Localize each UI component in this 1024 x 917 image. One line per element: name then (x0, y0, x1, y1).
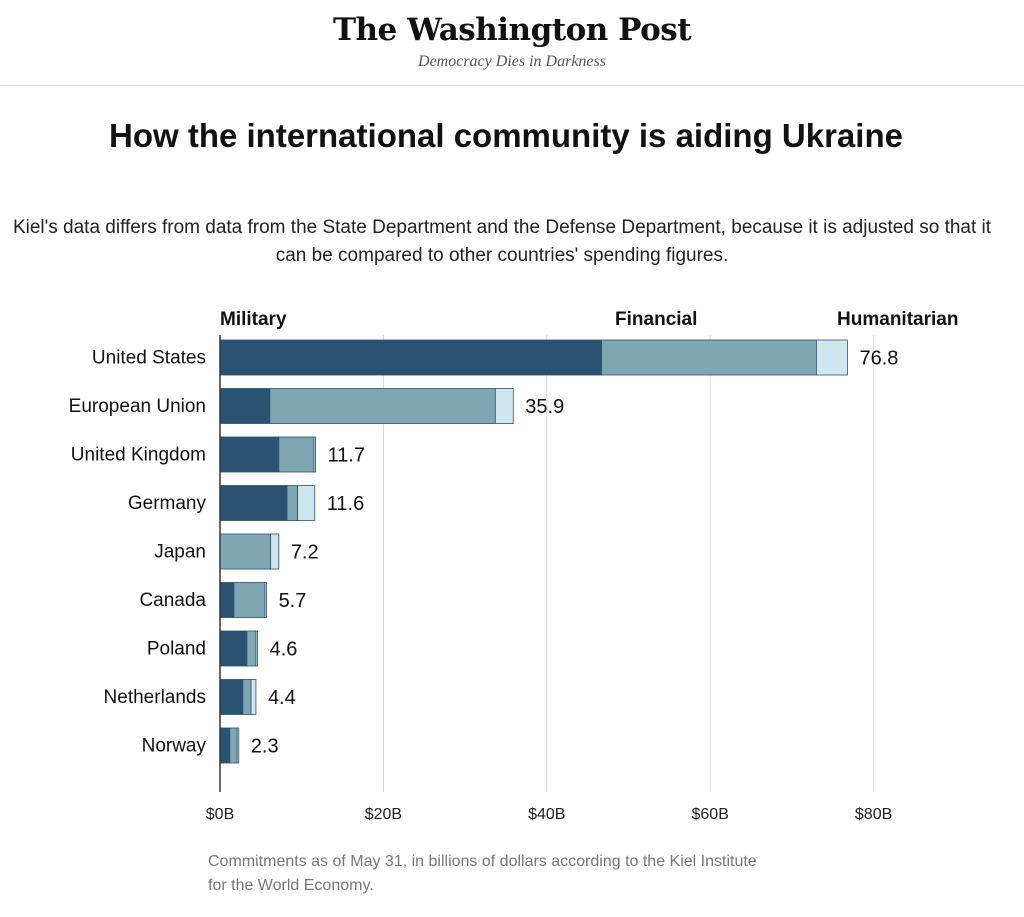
category-label: Germany (128, 493, 207, 514)
bar-segment-humanitarian (264, 582, 267, 618)
bar-segment-military (219, 679, 244, 715)
bar-segment-military (219, 388, 271, 424)
category-label: Japan (154, 542, 206, 563)
category-label: Poland (147, 639, 206, 660)
bar-segment-humanitarian (313, 436, 316, 473)
total-value-label: 2.3 (251, 736, 279, 758)
bar-segment-humanitarian (494, 388, 514, 424)
total-value-label: 4.6 (270, 639, 298, 661)
total-value-label: 5.7 (279, 590, 307, 612)
x-tick-label: $60B (692, 806, 729, 823)
masthead: The Washington Post Democracy Dies in Da… (0, 0, 1024, 86)
category-label: Netherlands (104, 687, 206, 708)
bar-segment-financial (278, 436, 315, 473)
x-tick-label: $40B (528, 806, 565, 823)
bar-segment-financial (601, 339, 817, 376)
chart-title: How the international community is aidin… (109, 117, 903, 154)
bar-segment-financial (229, 727, 238, 764)
category-label: Norway (142, 736, 207, 757)
chart-note: Commitments as of May 31, in billions of… (208, 853, 757, 894)
category-label: United States (92, 348, 206, 369)
bar-segment-humanitarian (250, 679, 257, 715)
bar-segment-military (219, 630, 248, 667)
bar-segment-military (219, 436, 280, 473)
bar-segment-humanitarian (236, 727, 240, 764)
bar-segment-military (219, 339, 602, 376)
category-label: European Union (69, 396, 206, 417)
bar-segment-military (219, 485, 288, 521)
x-tick-label: $0B (206, 806, 234, 823)
bar-segment-humanitarian (816, 339, 848, 376)
total-value-label: 11.7 (328, 445, 365, 467)
bar-segment-financial (246, 630, 257, 667)
total-value-label: 11.6 (327, 493, 364, 515)
washington-post-logo[interactable]: The Washington Post (332, 12, 692, 48)
x-tick-label: $80B (855, 806, 892, 823)
x-tick-label: $20B (365, 806, 402, 823)
bar-segment-financial (233, 582, 266, 618)
legend-label-military: Military (220, 309, 287, 330)
bar-segment-humanitarian (297, 485, 316, 521)
bar-segment-humanitarian (255, 630, 258, 667)
chart-subtitle: Kiel's data differs from data from the S… (12, 217, 992, 266)
bar-segment-military (219, 582, 235, 618)
bar-segment-financial (219, 533, 272, 570)
total-value-label: 35.9 (525, 396, 564, 418)
total-value-label: 4.4 (268, 687, 296, 709)
legend-label-financial: Financial (615, 309, 697, 330)
bar-segment-financial (242, 679, 252, 715)
category-label: Canada (139, 590, 206, 611)
bar-segment-military (219, 727, 231, 764)
category-label: United Kingdom (71, 445, 206, 466)
total-value-label: 7.2 (291, 542, 319, 564)
bar-segment-humanitarian (270, 533, 280, 570)
total-value-label: 76.8 (859, 348, 898, 370)
tagline: Democracy Dies in Darkness (418, 53, 606, 70)
bar-segment-financial (286, 485, 299, 521)
legend-label-humanitarian: Humanitarian (837, 309, 958, 330)
bar-segment-financial (269, 388, 496, 424)
